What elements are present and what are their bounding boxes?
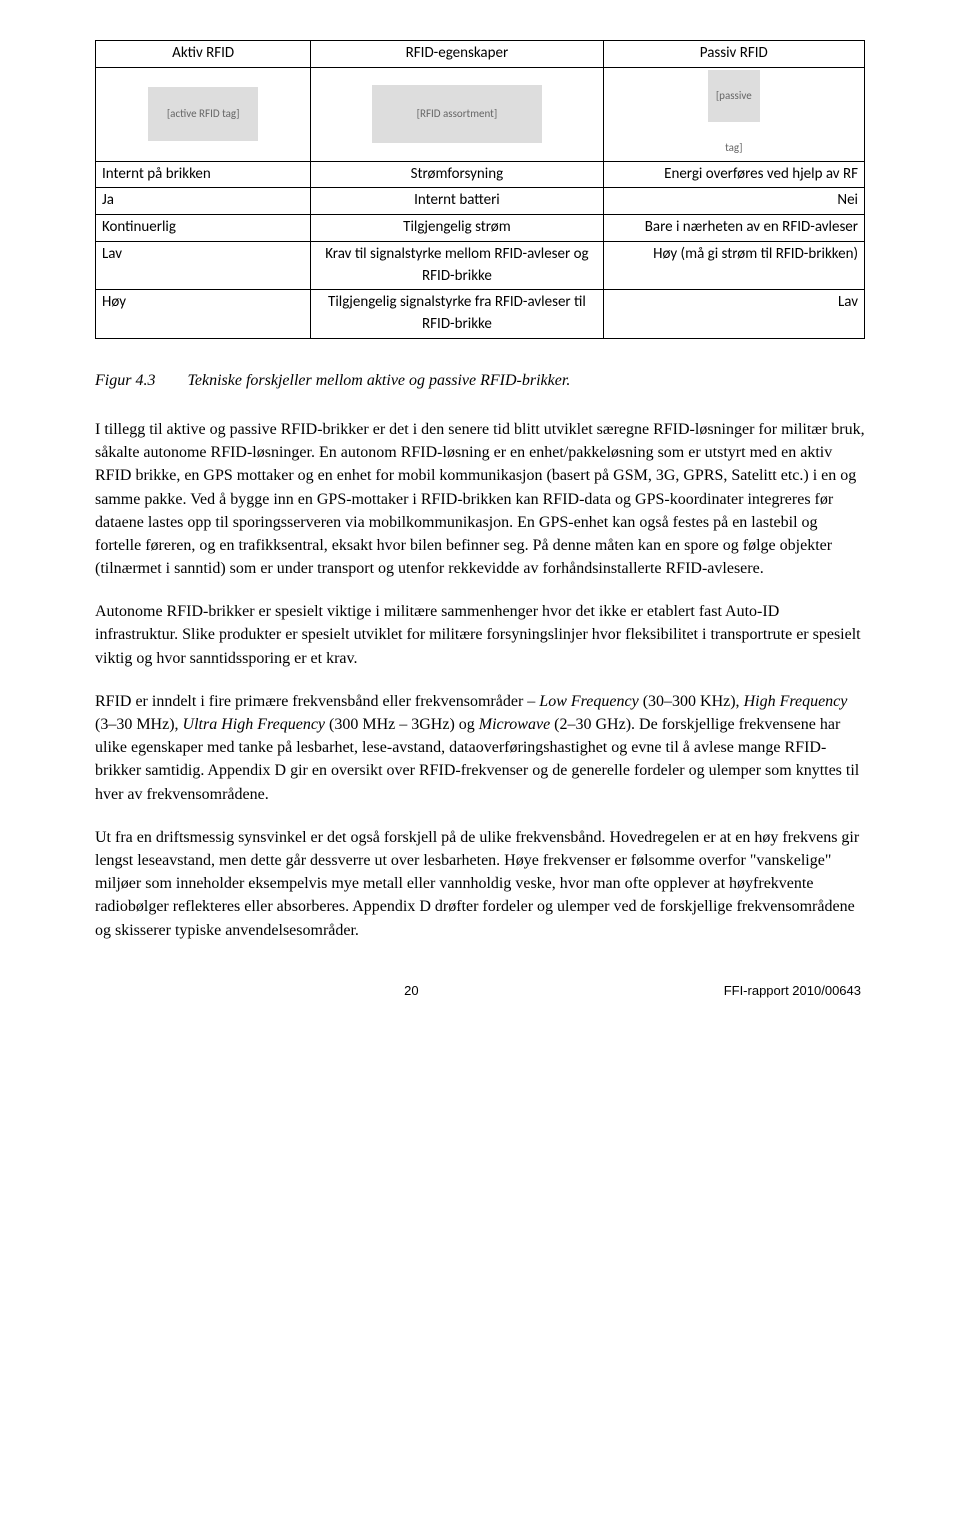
page-footer: 20 FFI-rapport 2010/00643	[95, 982, 865, 1001]
text: (3–30 MHz),	[95, 716, 183, 733]
table-cell: Bare i nærheten av en RFID-avleser	[603, 215, 864, 242]
term-microwave: Microwave	[479, 716, 550, 733]
figure-number: Figur 4.3	[95, 372, 155, 389]
active-rfid-image: [active RFID tag]	[148, 87, 258, 141]
passive-rfid-image: [passive tag]	[708, 70, 760, 122]
paragraph-4: Ut fra en driftsmessig synsvinkel er det…	[95, 826, 865, 942]
table-cell: Lav	[603, 290, 864, 339]
table-cell: Ja	[96, 188, 311, 215]
table-cell: Internt batteri	[311, 188, 603, 215]
term-low-frequency: Low Frequency	[539, 693, 638, 710]
figure-caption: Figur 4.3 Tekniske forskjeller mellom ak…	[95, 369, 865, 392]
img-mid-cell: [RFID assortment]	[311, 67, 603, 161]
text: (30–300 KHz),	[639, 693, 744, 710]
img-active-cell: [active RFID tag]	[96, 67, 311, 161]
page-number: 20	[404, 982, 418, 1001]
table-cell: Kontinuerlig	[96, 215, 311, 242]
table-cell: Nei	[603, 188, 864, 215]
paragraph-3: RFID er inndelt i fire primære frekvensb…	[95, 690, 865, 806]
table-cell: Internt på brikken	[96, 161, 311, 188]
th-props: RFID-egenskaper	[311, 41, 603, 68]
th-passive: Passiv RFID	[603, 41, 864, 68]
term-ultra-high-frequency: Ultra High Frequency	[183, 716, 325, 733]
table-cell: Høy (må gi strøm til RFID-brikken)	[603, 241, 864, 290]
th-active: Aktiv RFID	[96, 41, 311, 68]
rfid-assortment-image: [RFID assortment]	[372, 85, 542, 143]
paragraph-1: I tillegg til aktive og passive RFID-bri…	[95, 418, 865, 580]
table-cell: Tilgjengelig signalstyrke fra RFID-avles…	[311, 290, 603, 339]
report-id: FFI-rapport 2010/00643	[724, 982, 861, 1001]
text: RFID er inndelt i fire primære frekvensb…	[95, 693, 539, 710]
paragraph-2: Autonome RFID-brikker er spesielt viktig…	[95, 600, 865, 670]
table-cell: Høy	[96, 290, 311, 339]
text: (300 MHz – 3GHz) og	[325, 716, 479, 733]
table-cell: Lav	[96, 241, 311, 290]
rfid-comparison-table: Aktiv RFID RFID-egenskaper Passiv RFID […	[95, 40, 865, 339]
term-high-frequency: High Frequency	[744, 693, 848, 710]
img-passive-cell: [passive tag]	[603, 67, 864, 161]
figure-caption-text: Tekniske forskjeller mellom aktive og pa…	[187, 372, 570, 389]
table-cell: Krav til signalstyrke mellom RFID-avlese…	[311, 241, 603, 290]
table-cell: Energi overføres ved hjelp av RF	[603, 161, 864, 188]
table-cell: Tilgjengelig strøm	[311, 215, 603, 242]
table-cell: Strømforsyning	[311, 161, 603, 188]
